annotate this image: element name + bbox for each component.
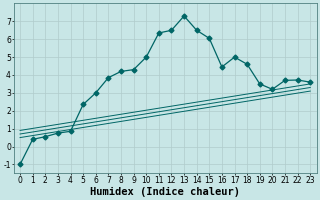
X-axis label: Humidex (Indice chaleur): Humidex (Indice chaleur): [90, 186, 240, 197]
